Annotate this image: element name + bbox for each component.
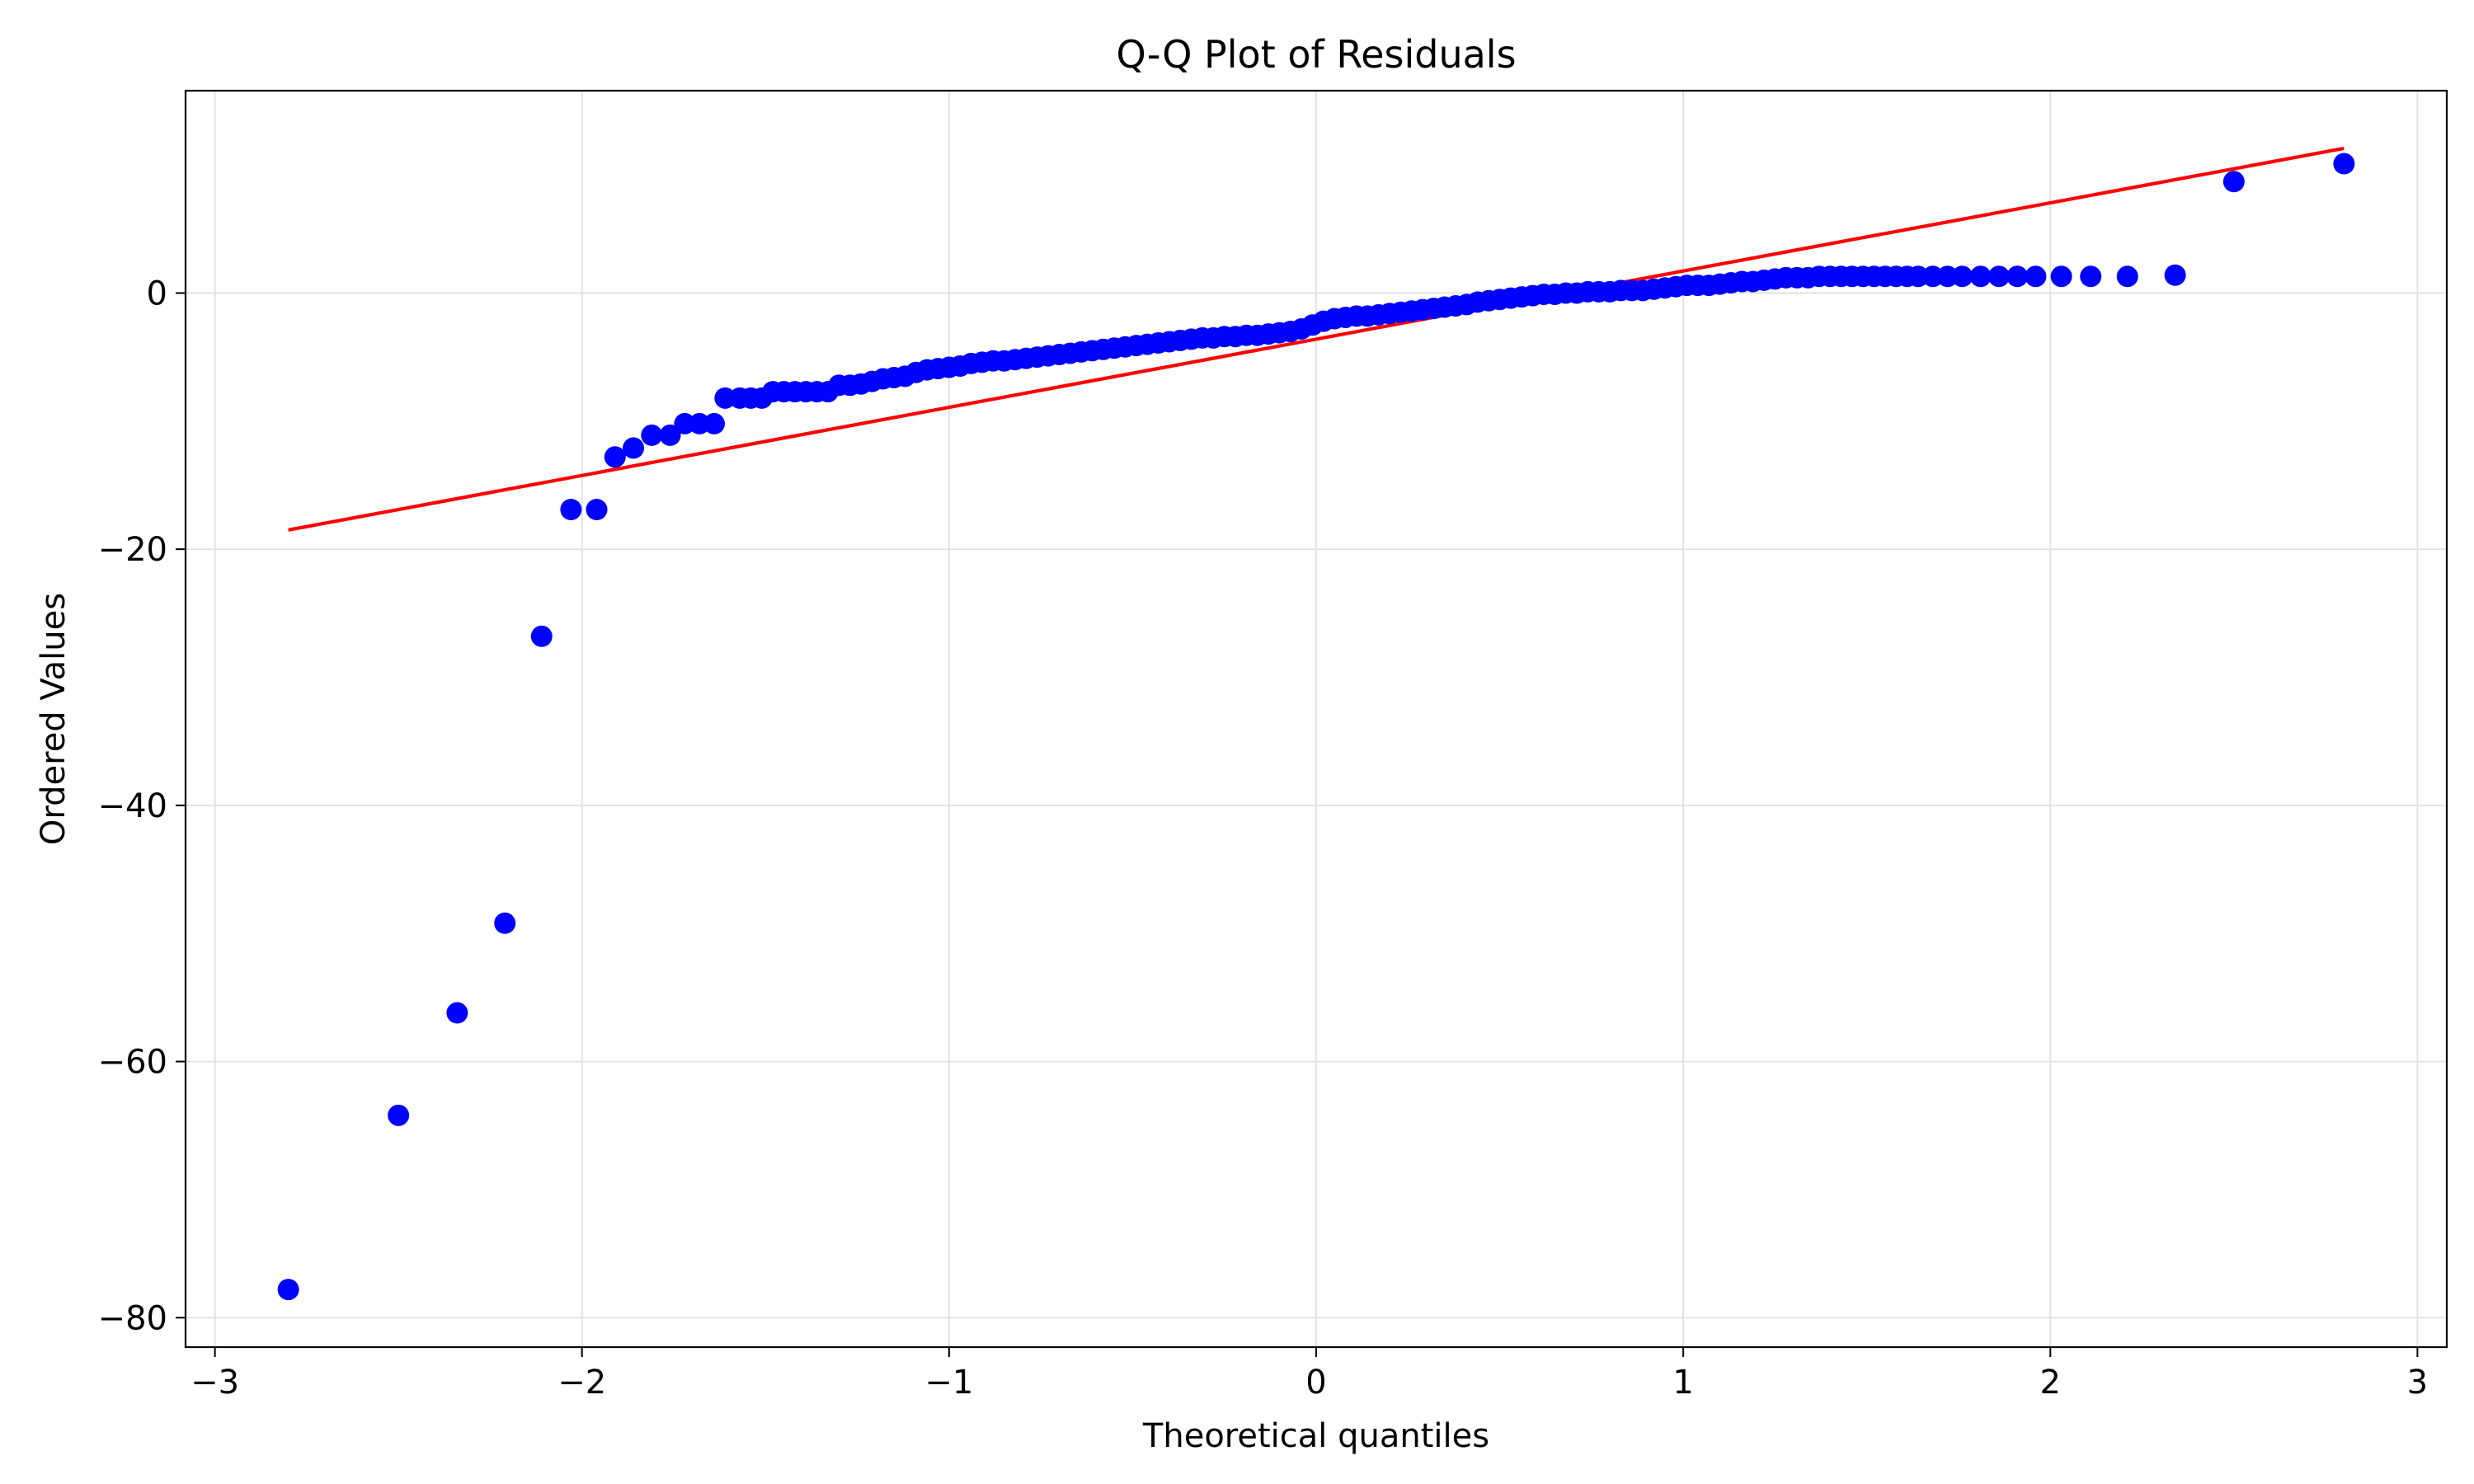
reference-line-layer [288,146,2345,532]
data-point [1907,265,1930,288]
x-tick-label: 0 [1305,1364,1326,1402]
x-tick-label: 1 [1672,1364,1693,1402]
data-point [2050,265,2072,288]
y-tick-label: −20 [98,531,167,569]
data-point [659,424,681,446]
y-tick-label: −80 [98,1299,167,1337]
data-point [1921,265,1944,288]
x-axis-ticks: −3 −2 −1 0 1 2 3 [190,1347,2428,1402]
y-tick-label: −60 [98,1044,167,1082]
data-point [1951,265,1973,288]
data-point [446,1002,468,1024]
data-point [388,1104,410,1126]
data-point [530,625,553,647]
data-point [2333,153,2355,175]
data-point [2006,265,2029,288]
data-point [1987,265,2010,288]
data-point [2116,265,2138,288]
data-point [641,424,663,446]
x-axis-label: Theoretical quantiles [1142,1417,1489,1455]
x-tick-label: −1 [924,1364,973,1402]
reference-line [288,146,2345,532]
data-point [277,1279,299,1301]
data-point [689,412,711,434]
x-tick-label: 3 [2407,1364,2428,1402]
grid-lines [186,91,2447,1347]
y-axis-ticks: −80 −60 −40 −20 0 [98,275,186,1337]
x-tick-label: −3 [190,1364,239,1402]
data-point [714,387,736,409]
data-point [2164,264,2186,286]
x-tick-label: 2 [2040,1364,2061,1402]
y-tick-label: −40 [98,787,167,825]
data-point [674,412,696,434]
data-point [2222,171,2245,193]
data-point [2025,265,2047,288]
data-point [623,437,645,459]
data-points [277,153,2355,1301]
data-point [703,412,725,434]
x-tick-label: −2 [557,1364,606,1402]
y-tick-label: 0 [147,275,167,312]
data-point [1936,265,1959,288]
data-point [1969,265,1992,288]
y-axis-label: Ordered Values [35,593,73,845]
chart-title: Q-Q Plot of Residuals [1116,32,1516,77]
data-point [2080,265,2102,288]
data-point [560,499,582,520]
data-point [494,912,516,934]
data-point [604,446,626,468]
data-point [586,499,608,520]
